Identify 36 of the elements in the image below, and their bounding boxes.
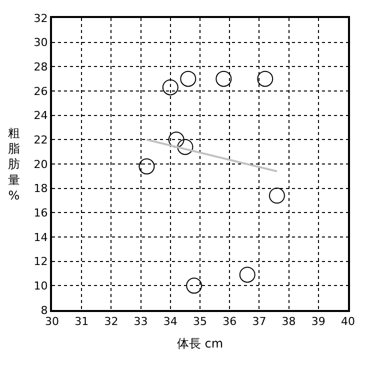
y-tick-label: 16 bbox=[34, 206, 48, 220]
x-tick-label: 40 bbox=[341, 315, 355, 328]
x-tick-label: 33 bbox=[134, 315, 148, 328]
x-tick-label: 35 bbox=[193, 315, 207, 328]
point bbox=[186, 278, 202, 294]
y-tick-label: 28 bbox=[34, 60, 48, 74]
y-tick-label: 12 bbox=[34, 255, 48, 268]
point bbox=[168, 132, 184, 148]
x-tick-label: 37 bbox=[252, 315, 266, 328]
point bbox=[239, 266, 256, 283]
y-tick-label: 18 bbox=[34, 182, 48, 196]
point bbox=[177, 138, 194, 155]
point bbox=[138, 158, 155, 174]
y-tick-label: 20 bbox=[34, 158, 48, 171]
x-tick-label: 34 bbox=[163, 315, 178, 328]
y-tick-label: 26 bbox=[34, 84, 48, 98]
x-tick-label: 38 bbox=[282, 315, 296, 328]
x-tick-label: 36 bbox=[222, 315, 237, 328]
x-tick-label: 39 bbox=[311, 315, 326, 328]
y-tick-label: 30 bbox=[34, 36, 48, 50]
y-tick-label: 8 bbox=[40, 304, 48, 317]
x-tick-label: 30 bbox=[45, 315, 59, 328]
x-tick-label: 31 bbox=[74, 315, 89, 328]
point bbox=[268, 188, 285, 204]
y-tick-label: 14 bbox=[34, 230, 48, 244]
y-axis-title: 粗脂肪量% bbox=[8, 126, 20, 202]
y-tick-label: 32 bbox=[34, 12, 48, 25]
point bbox=[162, 79, 178, 96]
point bbox=[257, 70, 274, 87]
x-tick-label: 32 bbox=[104, 315, 118, 328]
y-tick-label: 22 bbox=[34, 134, 48, 147]
y-tick-label: 10 bbox=[34, 280, 48, 293]
point bbox=[180, 70, 196, 87]
point bbox=[216, 70, 232, 87]
x-axis-title: 体長 cm bbox=[176, 336, 224, 351]
y-tick-label: 24 bbox=[34, 109, 48, 122]
